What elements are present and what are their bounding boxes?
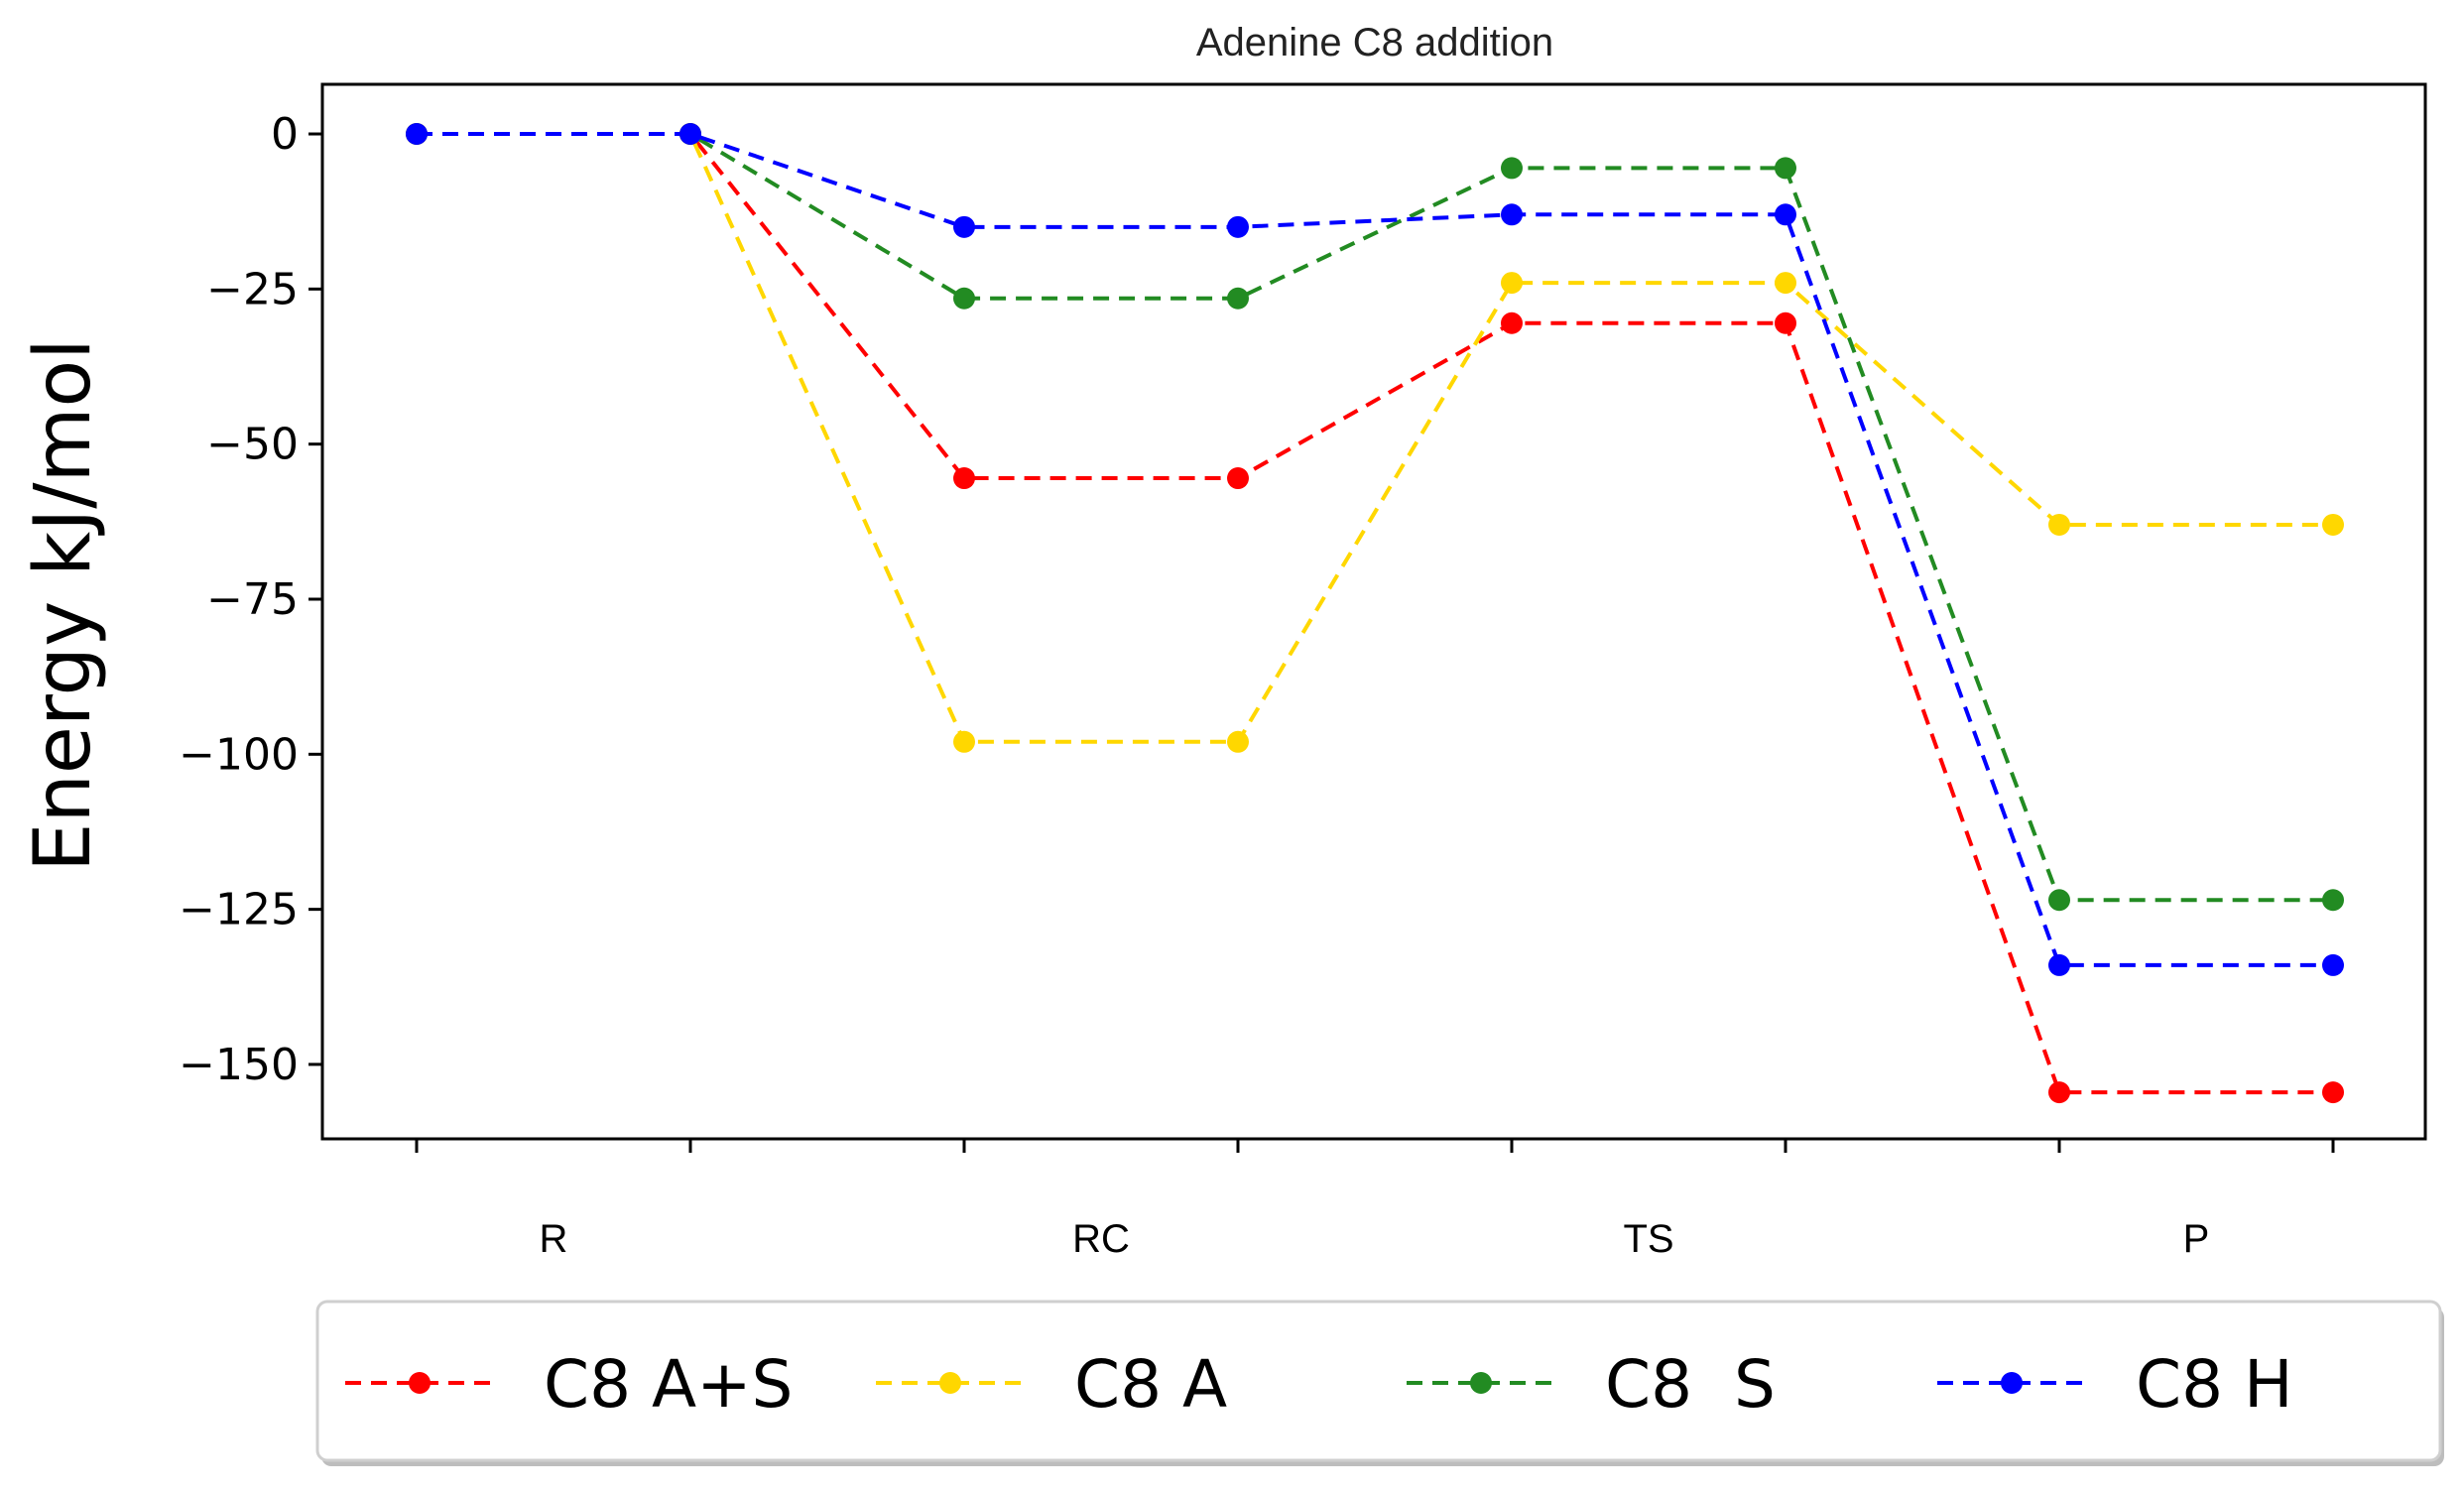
y-tick-label: −150 xyxy=(179,1040,299,1090)
chart-title: Adenine C8 addition xyxy=(1196,21,1553,64)
y-tick-label: −25 xyxy=(206,264,299,314)
plot-area: 0 −25 −50 −75 −100 −125 −150 R RC TS P xyxy=(179,82,2427,1261)
data-point xyxy=(1775,311,1796,334)
y-tick-label: 0 xyxy=(271,109,299,160)
data-point xyxy=(1227,287,1249,310)
series-line xyxy=(417,132,2333,1095)
series-1 xyxy=(406,123,2344,753)
legend-label: C8 A+S xyxy=(544,1346,793,1423)
x-category-label: R xyxy=(540,1217,568,1261)
data-point xyxy=(953,467,975,490)
data-point xyxy=(2322,889,2344,912)
legend-marker xyxy=(1470,1372,1492,1394)
series-line xyxy=(417,132,2333,967)
data-point xyxy=(1501,272,1523,295)
x-category-label: RC xyxy=(1072,1217,1130,1261)
series-line xyxy=(417,132,2333,903)
data-point xyxy=(2048,1081,2070,1104)
data-point xyxy=(679,123,701,146)
x-category-label: TS xyxy=(1623,1217,1673,1261)
y-tick-label: −100 xyxy=(179,729,299,780)
data-point xyxy=(1227,215,1249,238)
data-point xyxy=(406,123,428,146)
legend-marker xyxy=(2001,1372,2023,1394)
data-point xyxy=(2048,889,2070,912)
series-3 xyxy=(406,123,2344,976)
data-point xyxy=(1775,157,1796,180)
data-point xyxy=(2322,1081,2344,1104)
data-point xyxy=(953,730,975,753)
data-point xyxy=(1775,203,1796,226)
legend-label: C8 A xyxy=(1074,1346,1227,1423)
plot-frame xyxy=(320,82,2427,1141)
legend-label: C8 S xyxy=(1605,1346,1776,1423)
y-tick-label: −75 xyxy=(206,574,299,625)
data-point xyxy=(1227,467,1249,490)
data-point xyxy=(2322,953,2344,976)
y-axis-label: Energy kJ/mol xyxy=(19,338,108,872)
data-point xyxy=(1227,730,1249,753)
y-tick-label: −125 xyxy=(179,885,299,935)
x-category-label: P xyxy=(2183,1217,2210,1261)
legend: C8 A+S C8 A C8 S C8 H xyxy=(315,1300,2444,1466)
data-point xyxy=(2048,953,2070,976)
data-point xyxy=(953,287,975,310)
legend-label: C8 H xyxy=(2136,1346,2293,1423)
data-point xyxy=(2048,513,2070,536)
legend-marker xyxy=(939,1372,961,1394)
y-tick-label: −50 xyxy=(206,420,299,470)
data-point xyxy=(953,215,975,238)
series-line xyxy=(417,132,2333,744)
data-point xyxy=(1501,203,1523,226)
legend-box xyxy=(315,1300,2442,1462)
data-point xyxy=(1501,311,1523,334)
data-point xyxy=(1775,272,1796,295)
data-point xyxy=(2322,513,2344,536)
legend-marker xyxy=(409,1372,431,1394)
data-point xyxy=(1501,157,1523,180)
